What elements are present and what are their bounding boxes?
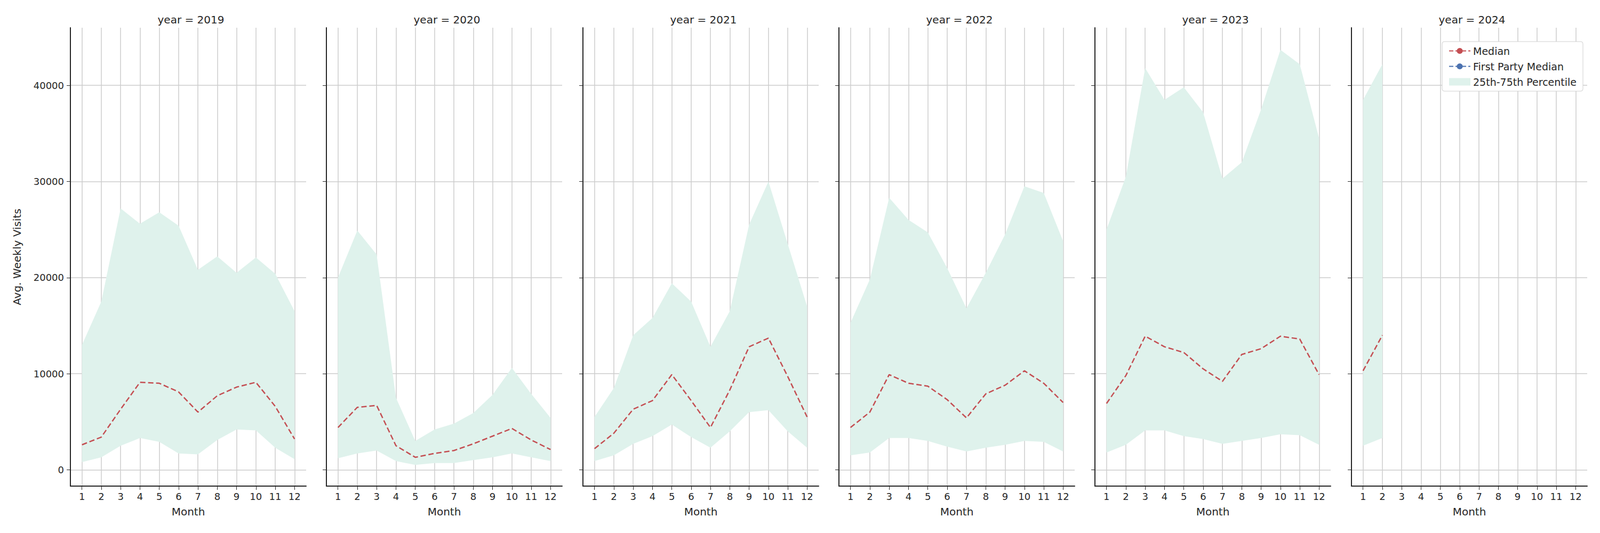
svg-text:6: 6 <box>688 491 694 503</box>
svg-text:7: 7 <box>1475 491 1482 503</box>
svg-text:9: 9 <box>489 491 496 503</box>
svg-text:9: 9 <box>746 491 752 503</box>
svg-text:7: 7 <box>707 491 714 503</box>
svg-text:3: 3 <box>1141 491 1148 503</box>
svg-text:2: 2 <box>1122 491 1129 503</box>
svg-text:1: 1 <box>334 491 341 503</box>
svg-text:Month: Month <box>684 505 718 519</box>
svg-text:5: 5 <box>412 491 419 503</box>
svg-text:5: 5 <box>156 491 163 503</box>
svg-text:10: 10 <box>249 491 262 503</box>
svg-text:10000: 10000 <box>33 368 64 380</box>
svg-text:6: 6 <box>1456 491 1463 503</box>
svg-text:8: 8 <box>470 491 477 503</box>
svg-text:12: 12 <box>801 491 814 503</box>
svg-text:40000: 40000 <box>33 80 64 92</box>
svg-text:First Party Median: First Party Median <box>1473 60 1564 73</box>
svg-text:7: 7 <box>963 491 970 503</box>
svg-text:5: 5 <box>668 491 675 503</box>
svg-text:4: 4 <box>1418 491 1424 503</box>
svg-text:4: 4 <box>137 491 143 503</box>
svg-text:1: 1 <box>78 491 85 503</box>
svg-text:8: 8 <box>982 491 989 503</box>
svg-text:year = 2023: year = 2023 <box>1182 13 1250 27</box>
svg-text:2: 2 <box>98 491 104 503</box>
svg-text:8: 8 <box>1495 491 1502 503</box>
svg-text:12: 12 <box>288 491 301 503</box>
svg-text:4: 4 <box>649 491 656 503</box>
svg-text:3: 3 <box>629 491 636 503</box>
svg-text:3: 3 <box>1398 491 1405 503</box>
svg-text:0: 0 <box>58 464 64 476</box>
svg-text:5: 5 <box>1180 491 1187 503</box>
svg-text:9: 9 <box>233 491 240 503</box>
svg-text:11: 11 <box>781 491 795 503</box>
svg-text:9: 9 <box>1002 491 1008 503</box>
svg-text:3: 3 <box>373 491 380 503</box>
svg-text:10: 10 <box>1018 491 1031 503</box>
svg-text:11: 11 <box>1550 491 1563 503</box>
svg-text:10: 10 <box>1274 491 1287 503</box>
svg-text:year = 2021: year = 2021 <box>670 13 738 27</box>
svg-text:year = 2022: year = 2022 <box>926 13 994 27</box>
svg-text:5: 5 <box>1437 491 1444 503</box>
svg-text:6: 6 <box>175 491 182 503</box>
svg-text:Month: Month <box>1196 505 1230 519</box>
svg-text:3: 3 <box>117 491 124 503</box>
svg-text:12: 12 <box>1057 491 1070 503</box>
svg-text:11: 11 <box>269 491 282 503</box>
svg-text:2: 2 <box>354 491 360 503</box>
svg-text:6: 6 <box>944 491 950 503</box>
svg-text:12: 12 <box>544 491 557 503</box>
svg-text:11: 11 <box>1037 491 1051 503</box>
svg-text:year = 2020: year = 2020 <box>413 13 481 27</box>
svg-text:10: 10 <box>505 491 518 503</box>
svg-text:9: 9 <box>1514 491 1521 503</box>
svg-text:4: 4 <box>905 491 912 503</box>
svg-text:7: 7 <box>450 491 457 503</box>
svg-text:3: 3 <box>885 491 892 503</box>
svg-text:2: 2 <box>1379 491 1386 503</box>
svg-text:8: 8 <box>726 491 733 503</box>
svg-text:12: 12 <box>1569 491 1582 503</box>
svg-text:7: 7 <box>194 491 201 503</box>
svg-text:Avg. Weekly Visits: Avg. Weekly Visits <box>10 208 24 306</box>
svg-text:Month: Month <box>1452 505 1487 519</box>
svg-text:1: 1 <box>591 491 598 503</box>
svg-text:Month: Month <box>427 505 462 519</box>
svg-text:11: 11 <box>525 491 538 503</box>
svg-text:10: 10 <box>762 491 775 503</box>
svg-text:10: 10 <box>1530 491 1543 503</box>
svg-text:1: 1 <box>1103 491 1110 503</box>
svg-text:4: 4 <box>1161 491 1168 503</box>
svg-text:Median: Median <box>1473 45 1510 58</box>
svg-text:8: 8 <box>214 491 221 503</box>
svg-text:6: 6 <box>431 491 438 503</box>
svg-text:5: 5 <box>924 491 931 503</box>
svg-text:6: 6 <box>1200 491 1206 503</box>
svg-text:Month: Month <box>940 505 974 519</box>
svg-text:11: 11 <box>1293 491 1307 503</box>
svg-text:year = 2019: year = 2019 <box>157 13 225 27</box>
svg-text:2: 2 <box>610 491 617 503</box>
svg-text:Month: Month <box>171 505 206 519</box>
svg-text:2: 2 <box>866 491 873 503</box>
svg-text:1: 1 <box>1360 491 1366 503</box>
svg-text:9: 9 <box>1258 491 1264 503</box>
svg-text:12: 12 <box>1313 491 1326 503</box>
svg-text:8: 8 <box>1238 491 1245 503</box>
svg-text:7: 7 <box>1219 491 1226 503</box>
svg-text:1: 1 <box>847 491 854 503</box>
svg-text:25th-75th Percentile: 25th-75th Percentile <box>1473 76 1577 88</box>
svg-text:20000: 20000 <box>33 272 64 284</box>
svg-text:year = 2024: year = 2024 <box>1438 13 1506 27</box>
svg-text:4: 4 <box>393 491 399 503</box>
svg-text:30000: 30000 <box>33 176 64 188</box>
